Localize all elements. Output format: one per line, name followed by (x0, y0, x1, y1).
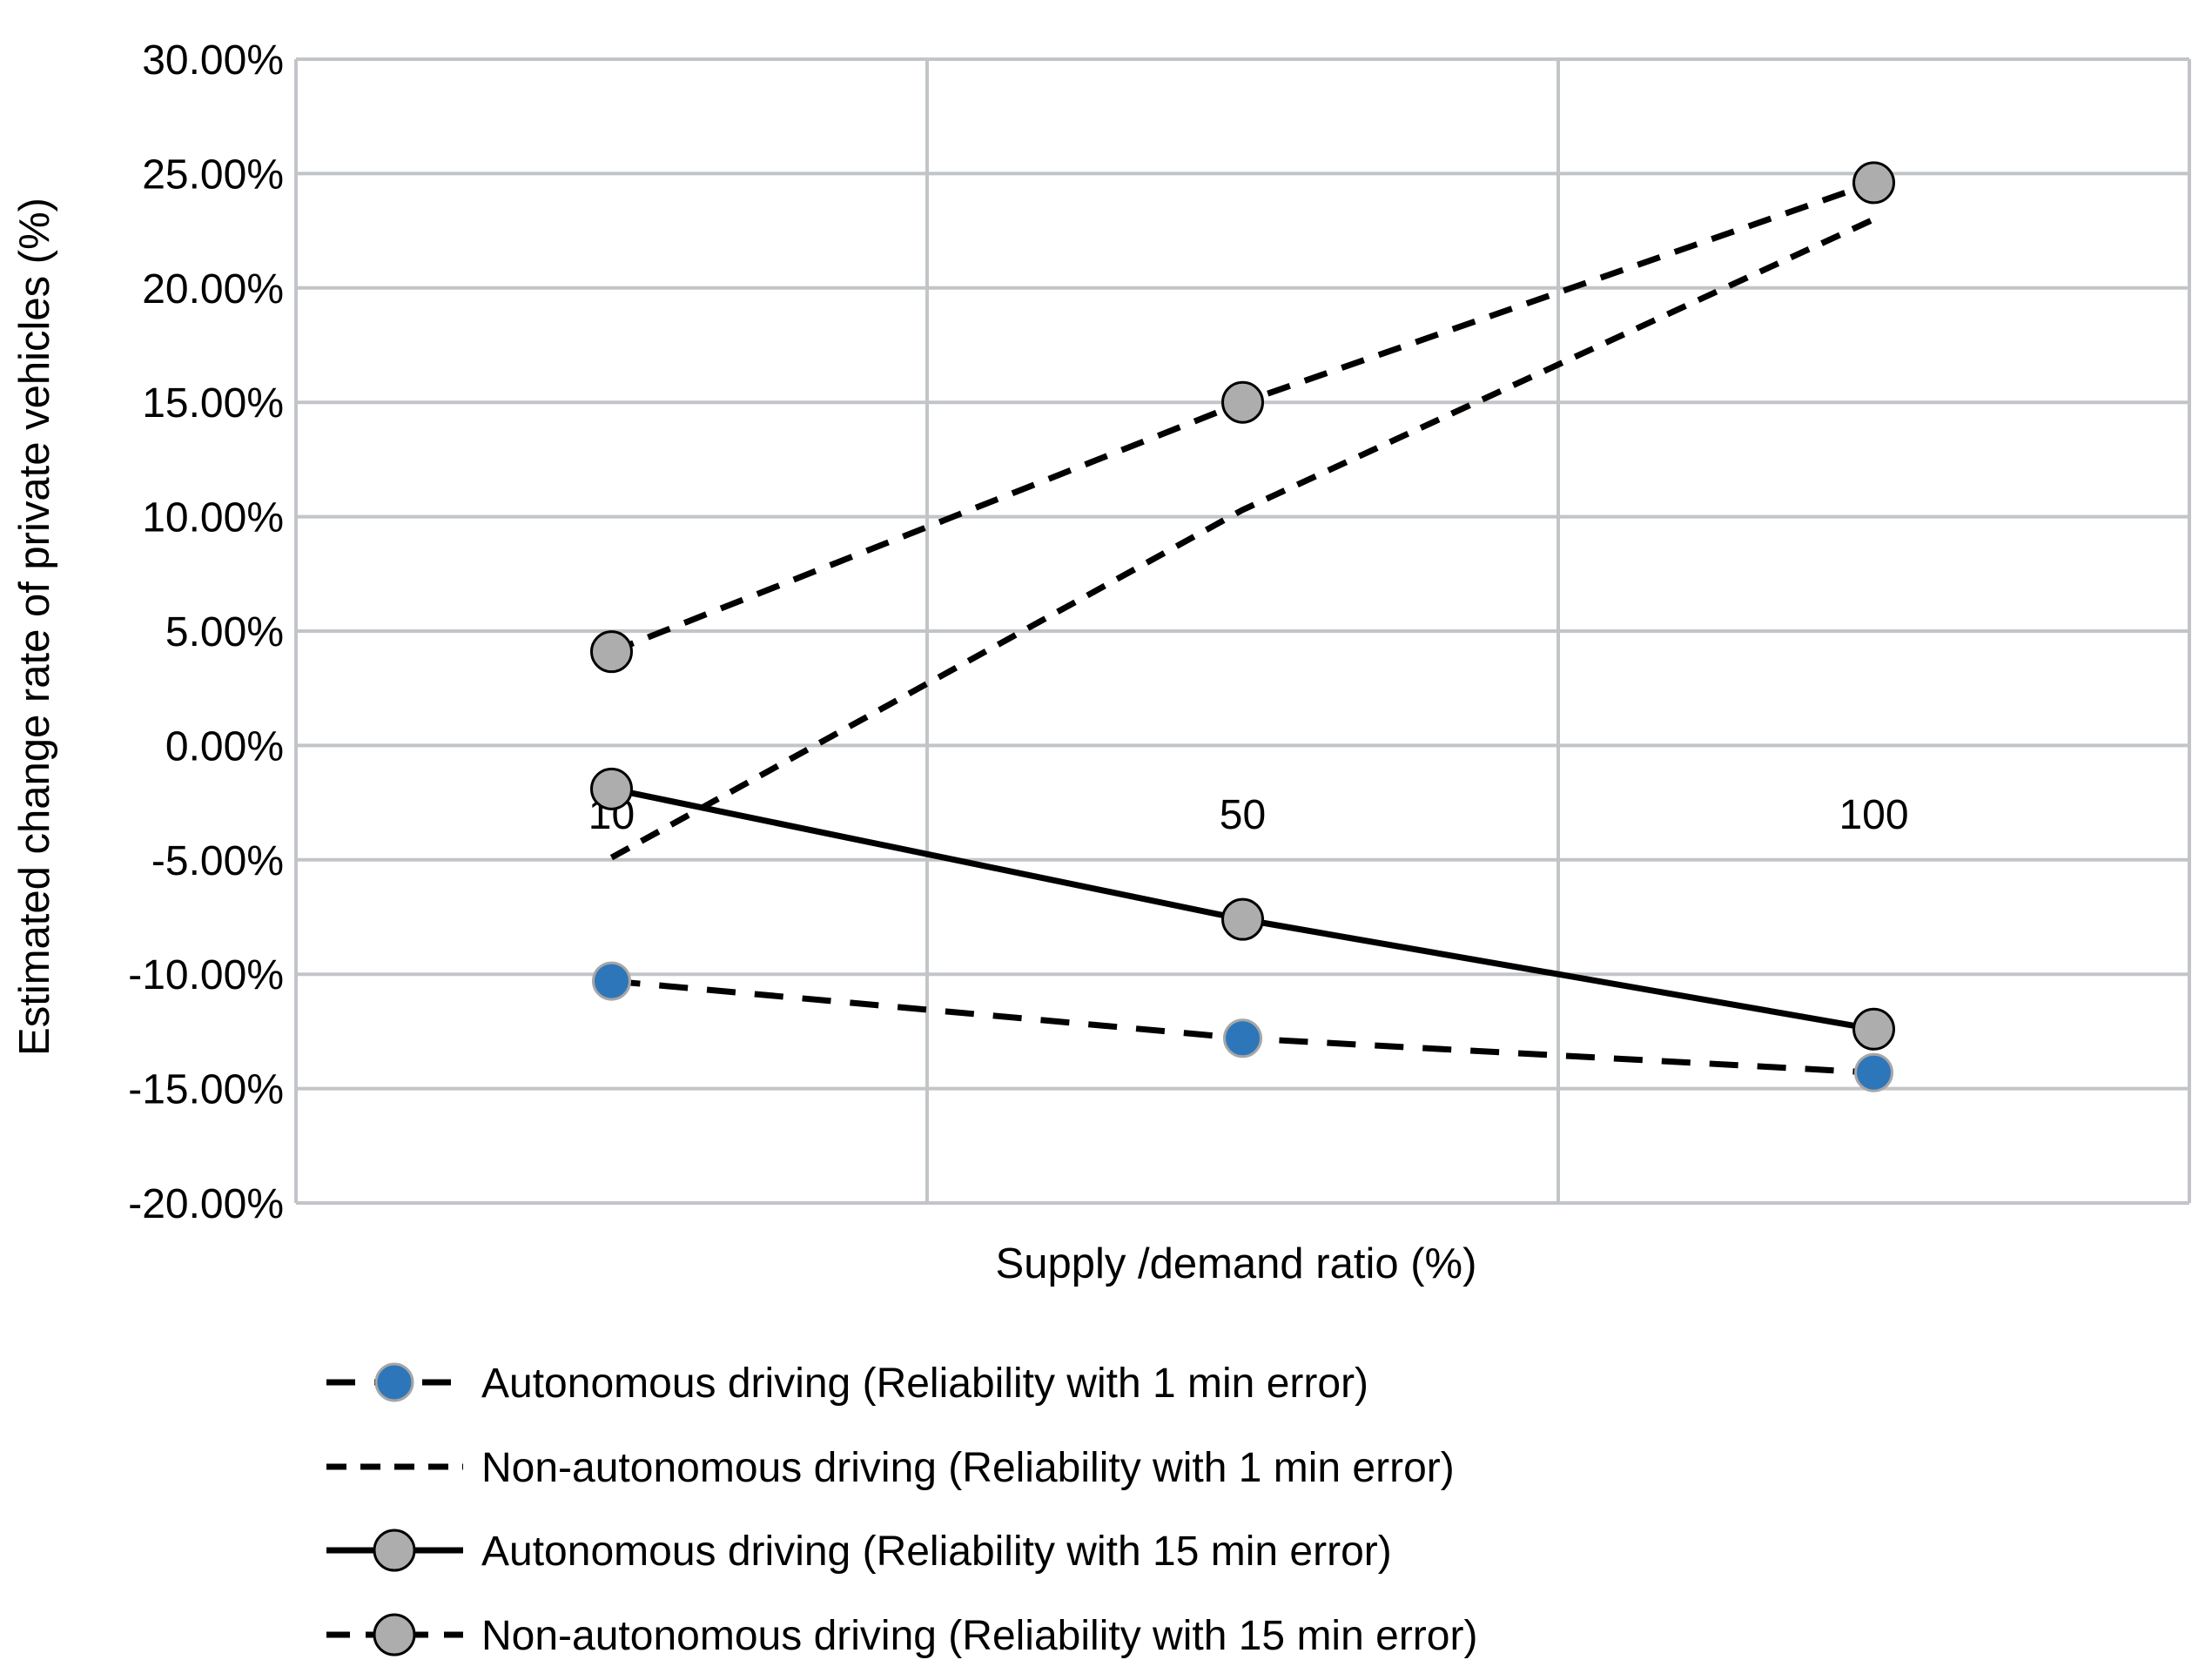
data-point-series1-cat2 (1223, 1018, 1262, 1058)
legend-item: Non-autonomous driving (Reliability with… (326, 1445, 1455, 1491)
legend: Autonomous driving (Reliability with 1 m… (326, 1361, 1477, 1659)
y-tick-label: 5.00% (165, 609, 284, 655)
y-tick-label: 25.00% (142, 151, 284, 198)
legend-item: Autonomous driving (Reliability with 1 m… (326, 1361, 1368, 1407)
y-tick-label: 30.00% (142, 37, 284, 84)
y-tick-label: -20.00% (128, 1181, 284, 1227)
y-tick-label: -10.00% (128, 952, 284, 998)
x-tick-label: 100 (1839, 792, 1908, 838)
legend-marker-sample (374, 1362, 414, 1402)
data-point-series4-cat3 (1852, 161, 1895, 205)
y-axis-title: Estimated change rate of private vehicle… (11, 198, 58, 1056)
legend-marker-sample (373, 1613, 416, 1656)
data-point-series4-cat2 (1221, 380, 1264, 424)
data-point-series3-cat1 (590, 767, 633, 810)
y-tick-label: 15.00% (142, 380, 284, 427)
legend-label: Non-autonomous driving (Reliability with… (481, 1445, 1455, 1491)
x-axis-tick-labels: 10 50 100 (588, 792, 1909, 838)
legend-label: Autonomous driving (Reliability with 1 m… (481, 1361, 1368, 1407)
legend-label: Non-autonomous driving (Reliability with… (481, 1613, 1477, 1659)
data-point-series3-cat2 (1221, 897, 1264, 941)
y-axis-tick-labels: 30.00% 25.00% 20.00% 15.00% 10.00% 5.00% 0.00%… (128, 37, 284, 1227)
x-tick-label: 50 (1220, 792, 1266, 838)
y-tick-label: 20.00% (142, 266, 284, 312)
legend-marker-sample (373, 1529, 416, 1572)
data-point-series4-cat1 (590, 630, 633, 674)
data-point-series1-cat1 (592, 961, 631, 1001)
legend-label: Autonomous driving (Reliability with 15 … (481, 1529, 1392, 1575)
y-tick-label: -5.00% (151, 838, 284, 884)
x-axis-title: Supply /demand ratio (%) (996, 1240, 1477, 1287)
data-point-series3-cat3 (1852, 1007, 1895, 1051)
y-tick-label: -15.00% (128, 1067, 284, 1113)
data-point-markers (590, 161, 1895, 1092)
y-tick-label: 0.00% (165, 723, 284, 769)
series-line-2 (609, 216, 1875, 861)
legend-item: Autonomous driving (Reliability with 15 … (326, 1529, 1392, 1575)
y-tick-label: 10.00% (142, 495, 284, 541)
legend-item: Non-autonomous driving (Reliability with… (326, 1613, 1477, 1659)
data-point-series1-cat3 (1854, 1052, 1893, 1092)
